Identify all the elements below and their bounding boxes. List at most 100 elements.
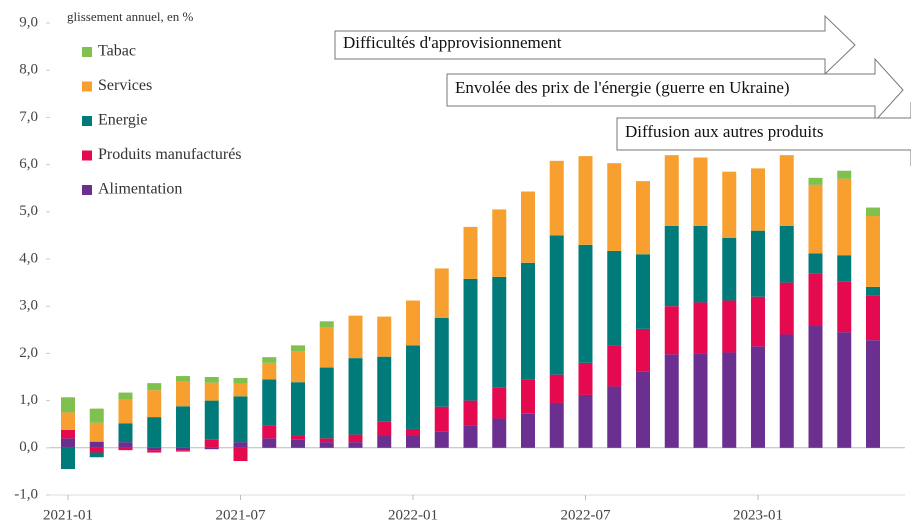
bar-segment: [291, 435, 305, 440]
bar-segment: [664, 225, 679, 307]
bar-segment: [607, 345, 622, 387]
bar-segment: [233, 377, 248, 384]
bar-segment: [147, 383, 162, 391]
bar-segment: [147, 450, 162, 453]
legend-label: Services: [98, 77, 152, 94]
bar-segment: [118, 399, 133, 424]
legend-label: Alimentation: [98, 181, 182, 198]
bar-segment: [664, 354, 679, 448]
bar-segment: [291, 345, 305, 352]
bar-segment: [722, 237, 737, 301]
bar-segment: [521, 379, 535, 414]
bar-segment: [751, 296, 765, 347]
bar-segment: [693, 353, 708, 448]
legend-swatch: [82, 47, 92, 57]
bar-segment: [578, 244, 593, 363]
bar-segment: [693, 225, 708, 303]
bar-segment: [578, 394, 593, 448]
bar-segment: [89, 408, 104, 423]
y-tick-label: 9,0: [19, 14, 38, 30]
bar-segment: [463, 278, 478, 401]
bar-segment: [549, 402, 564, 448]
bar-segment: [262, 425, 277, 439]
bar-segment: [233, 442, 248, 448]
bar-segment: [866, 340, 880, 448]
bar-segment: [521, 191, 535, 263]
bar-segment: [636, 371, 650, 448]
bar-segment: [61, 447, 75, 470]
bar-segment: [147, 417, 162, 448]
annotation: Envolée des prix de l'énergie (guerre en…: [455, 78, 790, 97]
bar-segment: [262, 362, 277, 380]
bar-segment: [837, 255, 852, 282]
bar-segment: [89, 441, 104, 448]
x-tick-label: 2023-01: [733, 507, 783, 523]
legend-label: Tabac: [98, 43, 136, 60]
y-tick-label: 5,0: [19, 203, 38, 219]
bar-segment: [118, 392, 133, 400]
bar-segment: [319, 367, 334, 439]
bar-segment: [118, 447, 133, 451]
bar-segment: [607, 386, 622, 448]
bar-segment: [636, 254, 650, 329]
bar-segment: [89, 422, 104, 442]
bar-segment: [521, 262, 535, 380]
legend-swatch: [82, 116, 92, 126]
bar-segment: [89, 452, 104, 458]
bar-segment: [808, 326, 823, 448]
legend-label: Energie: [98, 112, 147, 129]
bar-segment: [348, 315, 363, 359]
bar-segment: [636, 328, 650, 372]
x-tick-label: 2022-07: [561, 507, 611, 523]
bar-segment: [693, 157, 708, 226]
bar-segment: [837, 170, 852, 179]
y-tick-label: 8,0: [19, 62, 38, 78]
y-tick-label: 6,0: [19, 156, 38, 172]
bar-segment: [751, 230, 765, 297]
bar-segment: [348, 442, 363, 448]
bar-segment: [176, 450, 190, 452]
bar-segment: [549, 374, 564, 403]
bar-segment: [866, 207, 880, 217]
bar-segment: [262, 357, 277, 363]
bar-segment: [233, 447, 248, 462]
bar-segment: [434, 318, 449, 407]
bar-segment: [434, 268, 449, 318]
bar-segment: [664, 306, 679, 355]
bar-segment: [319, 326, 334, 368]
bar-segment: [262, 438, 277, 448]
bar-segment: [176, 381, 190, 407]
bar-segment: [348, 358, 363, 435]
bar-segment: [866, 295, 880, 341]
bar-segment: [348, 434, 363, 443]
bar-segment: [377, 421, 392, 436]
bar-segment: [751, 168, 765, 231]
bar-segment: [204, 439, 219, 448]
bar-segment: [779, 282, 794, 335]
bar-segment: [204, 377, 219, 383]
bar-segment: [176, 406, 190, 448]
y-axis-label: glissement annuel, en %: [67, 9, 194, 24]
bar-segment: [262, 379, 277, 426]
bar-segment: [722, 171, 737, 238]
bar-segment: [837, 178, 852, 256]
bar-segment: [204, 400, 219, 440]
bar-segment: [61, 412, 75, 430]
bar-segment: [406, 428, 420, 436]
bar-segment: [176, 447, 190, 451]
bar-segment: [808, 273, 823, 327]
annotation-arrow: [334, 14, 856, 76]
bar-segment: [377, 356, 392, 422]
bar-segment: [319, 438, 334, 443]
bar-segment: [463, 400, 478, 426]
bar-segment: [291, 439, 305, 448]
bar-segment: [118, 423, 133, 443]
bar-segment: [204, 382, 219, 401]
bar-segment: [492, 387, 507, 419]
bar-segment: [866, 216, 880, 287]
bar-segment: [578, 362, 593, 395]
bar-segment: [779, 155, 794, 226]
x-tick-label: 2022-01: [388, 507, 438, 523]
y-tick-label: 3,0: [19, 298, 38, 314]
bar-segment: [521, 413, 535, 448]
